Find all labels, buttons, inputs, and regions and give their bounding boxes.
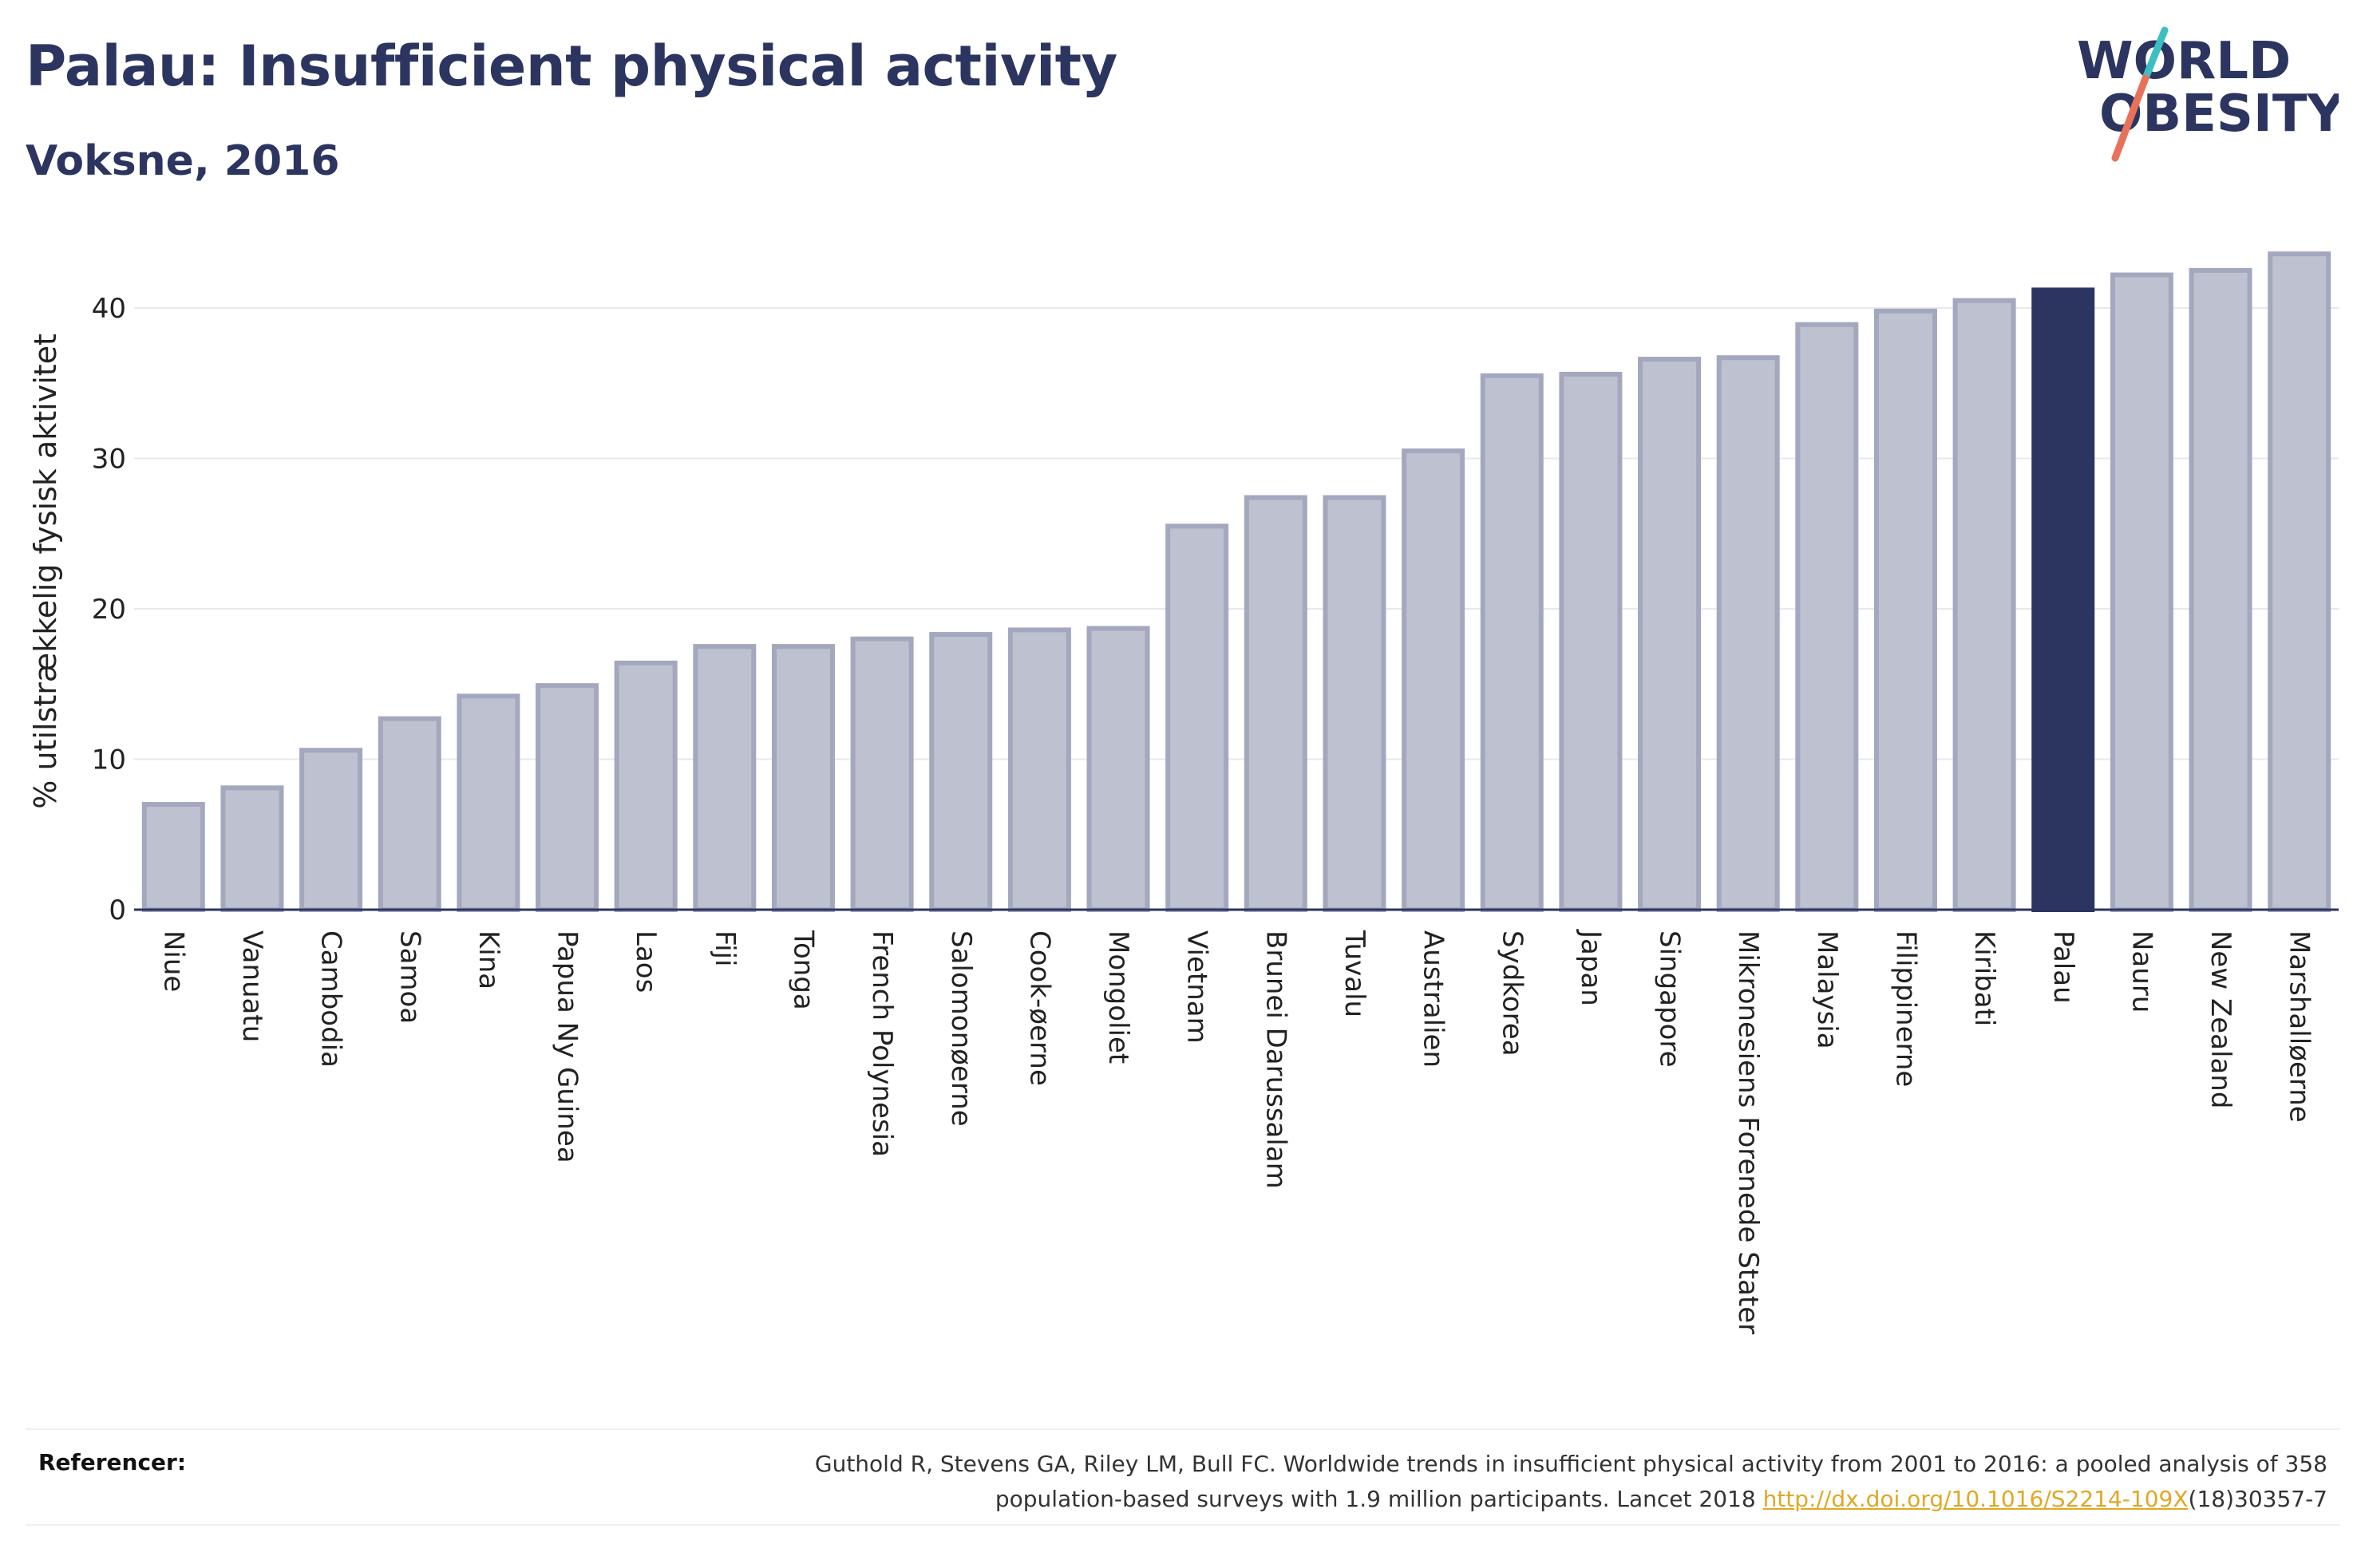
references-line2-prefix: population-based surveys with 1.9 millio… xyxy=(995,1486,1763,1512)
bar xyxy=(1244,495,1307,912)
bar xyxy=(457,693,520,913)
x-tick-label: Cambodia xyxy=(315,930,347,1068)
x-tick-label: Samoa xyxy=(394,930,425,1024)
x-tick-label: Laos xyxy=(630,930,662,993)
bar xyxy=(1716,355,1780,912)
bar xyxy=(536,683,599,912)
x-tick-label: Kiribati xyxy=(1968,930,2000,1026)
bar xyxy=(771,644,835,912)
y-tick-label: 10 xyxy=(92,745,126,776)
y-tick-label: 0 xyxy=(109,895,126,926)
logo-slash-coral xyxy=(2111,74,2149,162)
y-tick-label: 20 xyxy=(92,594,126,626)
x-tick-label: Tonga xyxy=(787,930,819,1010)
references-doi-link[interactable]: http://dx.doi.org/10.1016/S2214-109X xyxy=(1762,1486,2189,1512)
x-tick-label: Fiji xyxy=(709,930,741,966)
references-line2-suffix: (18)30357-7 xyxy=(2188,1486,2327,1512)
bar xyxy=(2189,267,2252,912)
x-tick-label: Vanuatu xyxy=(236,930,268,1042)
x-tick-label: Salomonøerne xyxy=(945,930,977,1127)
bar xyxy=(1007,627,1071,912)
x-tick-label: Mikronesiens Forenede Stater xyxy=(1732,930,1764,1334)
references-text: Guthold R, Stevens GA, Riley LM, Bull FC… xyxy=(492,1447,2327,1517)
x-tick-label: Cook-øerne xyxy=(1023,930,1055,1086)
bar-chart: 0 10 20 30 40 % utilstrækkelig fysisk aktivit… xyxy=(28,251,2339,1334)
x-tick-label: New Zealand xyxy=(2205,930,2236,1108)
x-tick-label: Brunei Darussalam xyxy=(1260,930,1291,1189)
bar xyxy=(1402,448,1465,912)
x-tick-label: Vietnam xyxy=(1181,930,1213,1044)
x-tick-label: Sydkorea xyxy=(1496,930,1528,1057)
bar xyxy=(1795,322,1859,912)
bar xyxy=(614,660,678,912)
bar xyxy=(1323,495,1386,912)
bar xyxy=(850,636,914,912)
x-tick-label: Palau xyxy=(2047,930,2079,1004)
chart-title: Palau: Insufficient physical activity xyxy=(26,34,1117,99)
references-top-rule xyxy=(26,1428,2340,1430)
x-tick-label: Tuvalu xyxy=(1339,930,1370,1017)
x-tick-label: Australien xyxy=(1418,930,1449,1068)
logo-line1: WORLD xyxy=(2077,32,2291,91)
references-label: Referencer: xyxy=(38,1449,187,1475)
x-tick-label: Malaysia xyxy=(1811,930,1843,1049)
bar xyxy=(1952,298,2016,912)
logo-slash-teal xyxy=(2142,26,2169,82)
y-tick-label: 30 xyxy=(92,444,126,476)
bar xyxy=(1165,523,1229,912)
bar xyxy=(299,748,363,912)
bar xyxy=(2268,251,2331,912)
x-tick-label: Mongoliet xyxy=(1102,930,1134,1064)
x-tick-label: French Polynesia xyxy=(866,930,898,1157)
x-tick-label: Papua Ny Guinea xyxy=(552,930,583,1163)
bar xyxy=(220,785,284,912)
bar xyxy=(1638,357,1702,912)
bar xyxy=(1873,308,1937,912)
chart-subtitle: Voksne, 2016 xyxy=(26,137,340,185)
references-line1: Guthold R, Stevens GA, Riley LM, Bull FC… xyxy=(814,1451,2327,1477)
bar xyxy=(1559,371,1623,912)
x-tick-label: Kina xyxy=(473,930,504,989)
bar xyxy=(2110,272,2173,912)
x-tick-label: Nauru xyxy=(2126,930,2157,1013)
x-tick-label: Japan xyxy=(1575,929,1607,1006)
bar xyxy=(693,644,757,912)
y-axis-label: % utilstrækkelig fysisk aktivitet xyxy=(28,334,63,809)
bar xyxy=(141,802,205,912)
references-bottom-rule xyxy=(26,1524,2340,1526)
bar xyxy=(378,716,441,912)
x-tick-label: Filippinerne xyxy=(1889,930,1921,1087)
world-obesity-logo[interactable]: WORLD OBESITY xyxy=(2075,24,2339,168)
bar xyxy=(1480,373,1544,912)
y-tick-label: 40 xyxy=(92,293,126,325)
bar xyxy=(929,632,993,912)
x-tick-label: Niue xyxy=(157,930,189,992)
bar xyxy=(1086,626,1150,912)
x-tick-label: Marshalløerne xyxy=(2284,930,2316,1123)
bar xyxy=(2031,287,2095,912)
x-tick-label: Singapore xyxy=(1654,930,1686,1068)
